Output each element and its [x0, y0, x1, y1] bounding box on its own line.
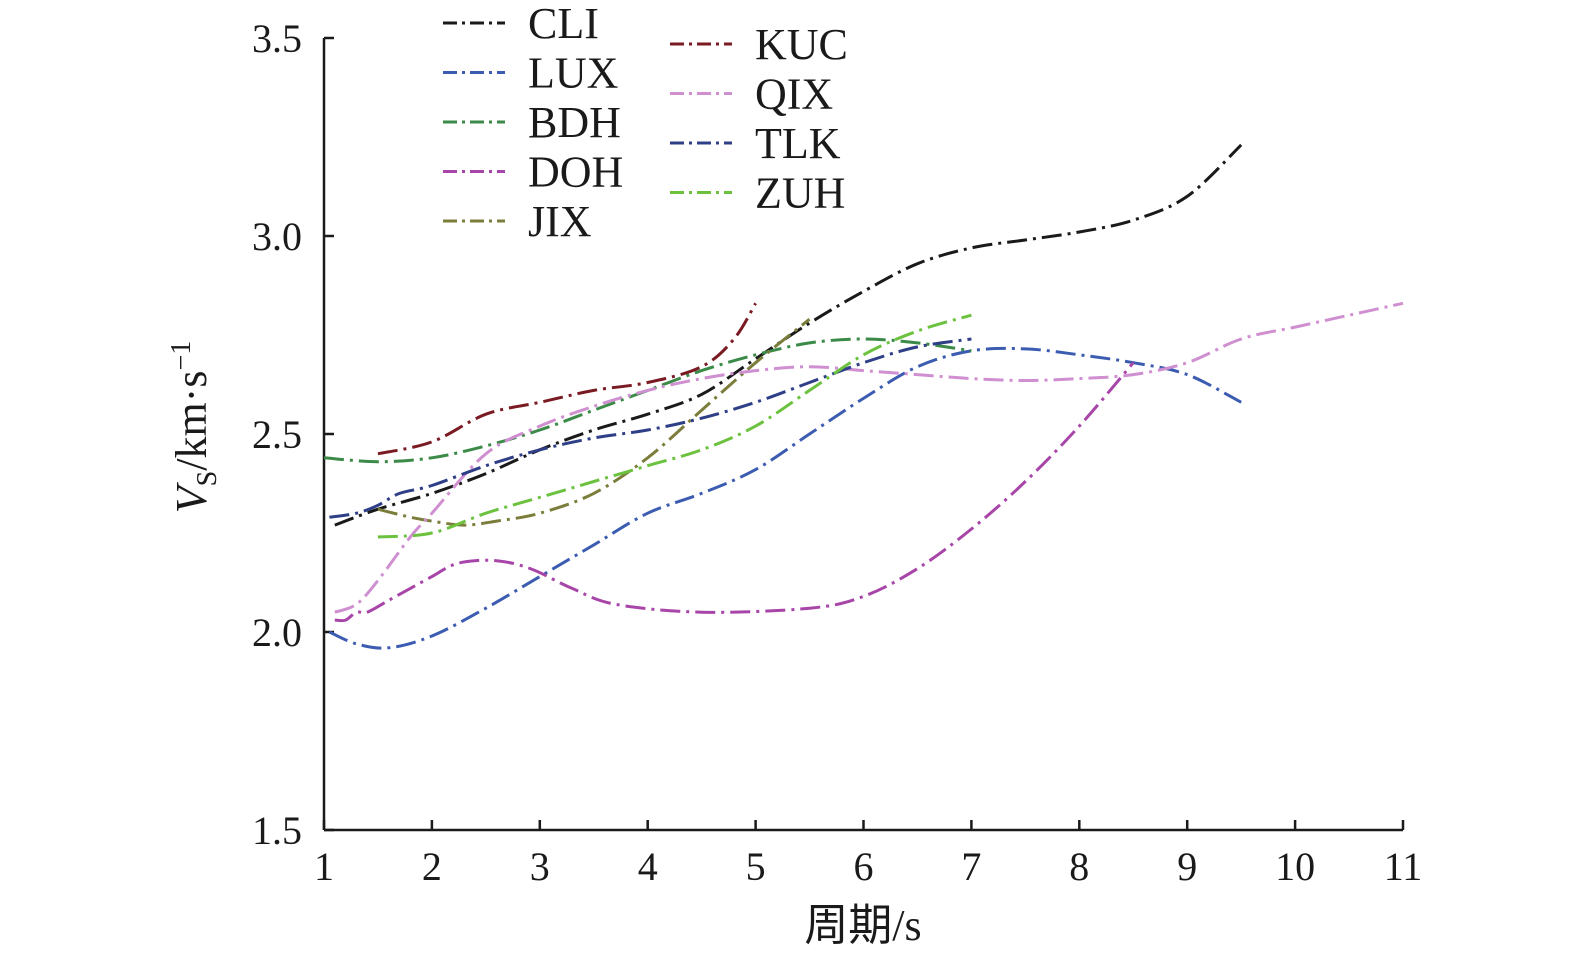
y-tick-label: 1.5	[252, 808, 302, 853]
x-tick-label: 5	[746, 844, 766, 889]
x-axis-ticks: 1 2 3 4 5 6 7 8 9 10 11	[314, 820, 1422, 889]
legend-label-cli: CLI	[528, 0, 599, 48]
x-tick-label: 8	[1069, 844, 1089, 889]
x-tick-label: 3	[530, 844, 550, 889]
series-line-kuc	[377, 302, 757, 456]
x-tick-label: 2	[422, 844, 442, 889]
legend-label-doh: DOH	[528, 148, 623, 197]
series-line-jix	[377, 318, 811, 527]
y-axis-label-unit: /km·s	[167, 371, 216, 471]
x-tick-label: 4	[638, 844, 658, 889]
legend-label-bdh: BDH	[528, 98, 621, 147]
legend-label-jix: JIX	[528, 197, 592, 246]
series-lines	[323, 143, 1404, 650]
legend-label-tlk: TLK	[755, 119, 841, 168]
y-axis-label: VS/km·s−1	[166, 341, 223, 514]
series-line-cli	[334, 143, 1243, 527]
x-tick-label: 6	[854, 844, 874, 889]
series-line-doh	[334, 361, 1135, 623]
axes: 1 2 3 4 5 6 7 8 9 10 11 1.5 2.0 2.5 3.0 3.5	[252, 16, 1422, 889]
legend-label-kuc: KUC	[755, 20, 848, 69]
y-axis-ticks: 1.5 2.0 2.5 3.0 3.5	[252, 16, 334, 853]
y-tick-label: 3.0	[252, 214, 302, 259]
legend-label-lux: LUX	[528, 49, 618, 98]
y-tick-label: 2.0	[252, 610, 302, 655]
y-tick-label: 3.5	[252, 16, 302, 61]
series-line-tlk	[329, 337, 972, 519]
x-tick-label: 1	[314, 844, 334, 889]
y-axis-label-superscript: −1	[166, 341, 197, 371]
series-line-zuh	[377, 313, 972, 539]
legend-label-qix: QIX	[755, 70, 833, 119]
legend-label-zuh: ZUH	[755, 169, 845, 218]
x-tick-label: 10	[1275, 844, 1315, 889]
series-line-lux	[328, 346, 1242, 650]
series-line-bdh	[323, 337, 972, 464]
y-axis-label-symbol: V	[167, 481, 216, 513]
y-tick-label: 2.5	[252, 412, 302, 457]
x-tick-label: 11	[1384, 844, 1423, 889]
x-axis-label: 周期/s	[804, 901, 921, 950]
x-tick-label: 9	[1177, 844, 1197, 889]
series-line-qix	[334, 301, 1404, 614]
x-tick-label: 7	[961, 844, 981, 889]
y-axis-label-subscript: S	[192, 471, 223, 487]
